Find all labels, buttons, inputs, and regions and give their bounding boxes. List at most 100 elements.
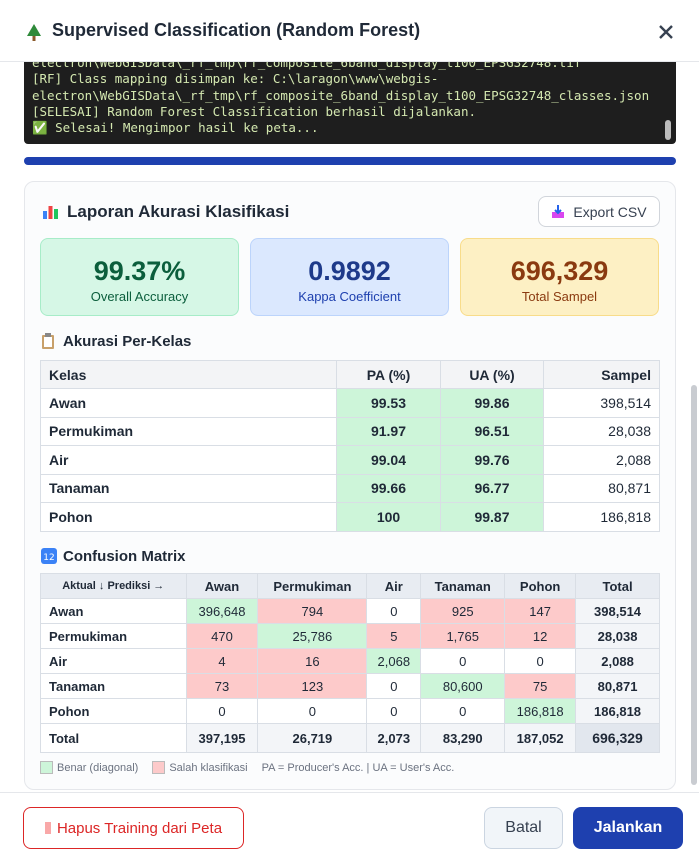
class-metric: 99.86 (440, 388, 544, 418)
log-line: electron\WebGISData\_rf_tmp\rf_composite… (32, 87, 650, 103)
export-label: Export CSV (573, 203, 647, 220)
stat-value: 0.9892 (308, 256, 391, 286)
stat-card: 696,329 Total Sampel (460, 238, 659, 316)
run-label: Jalankan (593, 819, 663, 836)
matrix-row: Permukiman 470 25,786 5 1,765 12 28,038 (40, 623, 660, 649)
column-header: Pohon (504, 573, 577, 599)
matrix-cell: 123 (257, 673, 368, 699)
class-name: Awan (40, 388, 337, 418)
matrix-cell: 696,329 (575, 723, 660, 753)
stat-card: 99.37% Overall Accuracy (40, 238, 239, 316)
matrix-cell: 0 (420, 648, 506, 674)
stat-value: 99.37% (93, 256, 186, 286)
matrix-row: Air 4 16 2,068 0 0 2,088 (40, 648, 660, 674)
row-label: Permukiman (40, 623, 187, 649)
matrix-cell: 794 (257, 598, 368, 624)
per-class-table: Kelas PA (%) UA (%) Sampel Awan 99.53 99.86 398… (40, 360, 660, 532)
svg-text:12: 12 (43, 553, 54, 563)
class-metric: 91.97 (336, 416, 441, 446)
class-name: Pohon (40, 502, 337, 532)
legend-text: PA = Producer's Acc. | UA = User's Acc. (261, 761, 455, 774)
delete-button[interactable]: Hapus Training dari Peta (23, 807, 244, 849)
matrix-cell: 925 (420, 598, 506, 624)
class-metric: 99.66 (336, 473, 441, 503)
export-button[interactable]: Export CSV (538, 196, 660, 227)
tree-icon (27, 24, 41, 41)
matrix-cell: 2,088 (575, 648, 660, 674)
matrix-cell: 4 (185, 648, 259, 674)
log-line: [RF] Class mapping disimpan ke: C:\larag… (32, 71, 439, 87)
stat-card: 0.9892 Kappa Coefficient (250, 238, 449, 316)
matrix-cell: 12 (504, 623, 577, 649)
matrix-cell: 147 (504, 598, 577, 624)
cancel-button[interactable]: Batal (484, 807, 563, 849)
matrix-cell: 470 (185, 623, 259, 649)
matrix-cell: 0 (504, 648, 577, 674)
matrix-cell: 26,719 (257, 723, 368, 753)
log-scrollbar (665, 120, 671, 140)
log-line: ✅ Selesai! Mengimpor hasil ke peta... (32, 120, 319, 136)
header: Supervised Classification (Random Forest… (0, 0, 699, 62)
class-metric: 80,871 (543, 473, 660, 503)
class-metric: 100 (336, 502, 441, 532)
legend-swatch (152, 761, 166, 774)
progress-bar (24, 157, 676, 165)
matrix-cell: 25,786 (257, 623, 368, 649)
class-name: Permukiman (40, 416, 337, 446)
class-row: Air 99.04 99.76 2,088 (40, 445, 660, 475)
row-label: Total (40, 723, 187, 753)
row-label: Air (40, 648, 187, 674)
cancel-label: Batal (505, 819, 542, 836)
column-header: Total (575, 573, 660, 599)
column-header: Sampel (543, 360, 660, 389)
report-title: Laporan Akurasi Klasifikasi (67, 202, 290, 221)
column-header: Air (366, 573, 422, 599)
log-line: [SELESAI] Random Forest Classification b… (32, 103, 477, 119)
matrix-cell: 1,765 (420, 623, 506, 649)
matrix-cell: 0 (366, 673, 422, 699)
column-header: Permukiman (257, 573, 368, 599)
header-row: Aktual ↓ Prediksi → Awan Permukiman Air Tana… (40, 573, 660, 599)
legend: Benar (diagonal) Salah klasifikasi PA = Pr… (40, 761, 468, 774)
class-metric: 99.87 (440, 502, 544, 532)
column-header: Awan (185, 573, 259, 599)
stat-label: Kappa Coefficient (298, 289, 401, 304)
class-metric: 2,088 (543, 445, 660, 475)
class-row: Pohon 100 99.87 186,818 (40, 502, 660, 532)
matrix-cell: 73 (185, 673, 259, 699)
class-metric: 96.51 (440, 416, 544, 446)
log-line: electron\WebGISData\_rf_tmp\rf_composite… (32, 62, 582, 70)
matrix-cell: 0 (185, 698, 259, 724)
matrix-cell: 16 (257, 648, 368, 674)
matrix-cell: 75 (504, 673, 577, 699)
legend-swatch (40, 761, 53, 774)
matrix-row: Awan 396,648 794 0 925 147 398,514 (40, 598, 660, 624)
stat-label: Overall Accuracy (90, 289, 189, 304)
column-header: Kelas (40, 360, 337, 389)
row-label: Pohon (40, 698, 187, 724)
log-console: electron\WebGISData\_rf_tmp\rf_composite… (24, 62, 676, 144)
row-label: Tanaman (40, 673, 187, 699)
matrix-cell: 186,818 (575, 698, 660, 724)
numbers-icon: 12 (41, 548, 57, 564)
matrix-cell: 83,290 (420, 723, 506, 753)
legend-text: Benar (diagonal) (57, 761, 139, 774)
trash-icon (44, 822, 51, 834)
confusion-title: Confusion Matrix (63, 548, 186, 565)
dialog-title: Supervised Classification (Random Forest… (52, 20, 421, 40)
matrix-cell: 0 (420, 698, 506, 724)
matrix-cell: 2,073 (366, 723, 422, 753)
class-metric: 96.77 (440, 473, 544, 503)
class-metric: 99.76 (440, 445, 544, 475)
matrix-cell: 28,038 (575, 623, 660, 649)
matrix-cell: 0 (366, 598, 422, 624)
column-header: PA (%) (336, 360, 441, 389)
footer-divider (0, 792, 699, 793)
class-row: Permukiman 91.97 96.51 28,038 (40, 416, 660, 446)
class-row: Awan 99.53 99.86 398,514 (40, 388, 660, 418)
close-button[interactable] (658, 24, 674, 40)
column-header: Aktual ↓ Prediksi → (40, 573, 187, 599)
column-header: Tanaman (420, 573, 506, 599)
run-button[interactable]: Jalankan (573, 807, 683, 849)
chart-icon (43, 206, 58, 219)
